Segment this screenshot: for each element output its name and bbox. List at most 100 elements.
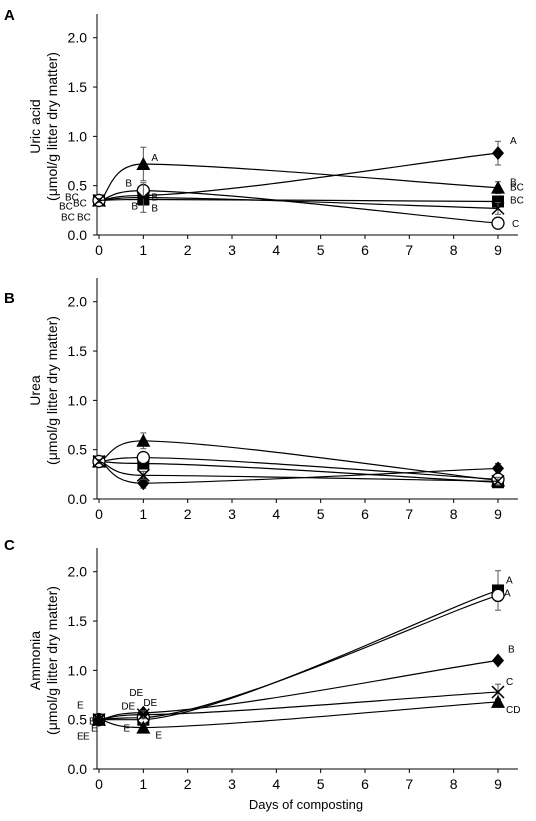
x-tick-label: 8 xyxy=(450,506,458,522)
data-point-x xyxy=(491,685,505,699)
y-tick-label: 1.5 xyxy=(68,343,88,359)
data-point-x xyxy=(491,474,505,488)
x-tick-label: 7 xyxy=(405,506,413,522)
x-tick-label: 9 xyxy=(494,506,502,522)
panel-c: C 0.0 0.5 1.0 1.5 2.0 0 1 2 3 4 5 6 7 8 9 Ammonia (μmol/g… xyxy=(4,537,520,792)
data-point-x xyxy=(136,190,150,205)
y-axis-title: Urea xyxy=(27,375,43,406)
significance-letter: BC xyxy=(77,212,91,223)
x-tick-label: 4 xyxy=(272,776,280,792)
data-point-x xyxy=(92,454,106,469)
data-point-circle xyxy=(491,588,505,603)
significance-letter: C xyxy=(506,677,513,688)
x-tick-label: 3 xyxy=(228,242,236,258)
x-tick-label: 4 xyxy=(272,506,280,522)
series-line-triangle xyxy=(98,440,499,481)
significance-letter: CD xyxy=(506,705,520,716)
data-point-triangle xyxy=(136,433,151,447)
significance-letter: B xyxy=(151,204,158,215)
y-tick-label: 0.0 xyxy=(68,761,88,777)
panel-letter: B xyxy=(4,290,15,307)
y-tick-label: 0.5 xyxy=(68,442,88,458)
x-tick-label: 3 xyxy=(228,506,236,522)
y-tick-label: 0.0 xyxy=(68,227,88,243)
x-tick-label: 9 xyxy=(494,242,502,258)
x-axis-title: Days of composting xyxy=(249,797,363,812)
significance-letter: E xyxy=(123,724,130,735)
y-tick-label: 2.0 xyxy=(68,564,88,580)
x-tick-label: 4 xyxy=(272,242,280,258)
y-axis-title: Uric acid xyxy=(27,99,43,153)
x-tick-label: 2 xyxy=(184,242,192,258)
data-point-diamond xyxy=(492,461,504,476)
series-line-diamond xyxy=(98,460,499,484)
series-line-triangle xyxy=(98,701,499,729)
x-tick-label: 6 xyxy=(361,242,369,258)
x-tick-label: 9 xyxy=(494,776,502,792)
series-line-triangle xyxy=(98,163,499,202)
panel-b: B 0.0 0.5 1.0 1.5 2.0 0 1 2 3 4 5 6 7 8 9 Urea (μmol/g li… xyxy=(4,278,518,522)
y-axis-unit: (μmol/g litter dry matter) xyxy=(44,52,60,201)
series-line-diamond xyxy=(98,152,499,202)
y-axis-unit: (μmol/g litter dry matter) xyxy=(44,316,60,465)
series-line-square xyxy=(99,589,499,721)
significance-letter: DE xyxy=(129,688,143,699)
y-tick-label: 0.5 xyxy=(68,178,88,194)
x-tick-label: 7 xyxy=(405,242,413,258)
data-point-triangle xyxy=(136,156,151,170)
panel-letter: A xyxy=(4,7,15,24)
significance-letter: B xyxy=(510,178,517,189)
y-tick-label: 0.5 xyxy=(68,712,88,728)
series-line-diamond xyxy=(98,659,499,721)
y-tick-label: 1.5 xyxy=(68,613,88,629)
significance-letter: A xyxy=(510,136,517,147)
data-point-x xyxy=(491,201,505,215)
significance-letter: B xyxy=(125,179,132,190)
series-line-x xyxy=(98,691,499,721)
x-tick-label: 5 xyxy=(317,506,325,522)
panel-letter: C xyxy=(4,537,15,554)
x-tick-label: 5 xyxy=(317,776,325,792)
significance-letter: BC xyxy=(510,195,524,206)
series-line-x xyxy=(98,460,499,482)
series-line-square xyxy=(98,198,499,203)
y-tick-label: 2.0 xyxy=(68,30,88,46)
significance-letter: DE xyxy=(121,702,135,713)
y-tick-label: 1.0 xyxy=(68,392,88,408)
series-line-circle xyxy=(98,190,499,224)
data-point-x xyxy=(92,193,106,208)
x-tick-label: 5 xyxy=(317,242,325,258)
significance-letter: B xyxy=(131,202,138,213)
data-point-triangle xyxy=(136,720,151,734)
panel-a: A 0.0 0.5 1.0 1.5 2.0 0 1 2 3 4 5 6 7 8 9 Uric acid (μmol… xyxy=(4,7,524,258)
significance-letter: BC xyxy=(73,198,87,209)
significance-letter: E xyxy=(77,732,84,743)
data-point-x xyxy=(136,468,150,482)
x-tick-label: 8 xyxy=(450,242,458,258)
data-point-circle xyxy=(491,216,505,230)
significance-letter: E xyxy=(91,724,98,735)
series-line-x xyxy=(98,196,499,209)
x-tick-label: 1 xyxy=(139,242,147,258)
significance-letter: DE xyxy=(143,698,157,709)
data-point-triangle xyxy=(92,712,106,726)
y-axis-title: Ammonia xyxy=(27,631,43,690)
x-tick-label: 6 xyxy=(361,506,369,522)
data-point-x xyxy=(136,708,150,722)
y-tick-label: 1.0 xyxy=(68,662,88,678)
data-point-triangle xyxy=(491,180,505,194)
x-tick-label: 2 xyxy=(184,776,192,792)
significance-letter: B xyxy=(508,645,515,656)
x-tick-label: 0 xyxy=(95,242,103,258)
x-tick-label: 8 xyxy=(450,776,458,792)
y-tick-label: 0.0 xyxy=(68,491,88,507)
x-tick-label: 3 xyxy=(228,776,236,792)
x-tick-label: 1 xyxy=(139,506,147,522)
significance-letter: E xyxy=(155,731,162,742)
x-tick-label: 0 xyxy=(95,506,103,522)
y-tick-label: 1.5 xyxy=(68,79,88,95)
significance-letter: A xyxy=(151,153,158,164)
data-point-circle xyxy=(136,450,150,465)
x-tick-label: 0 xyxy=(95,776,103,792)
